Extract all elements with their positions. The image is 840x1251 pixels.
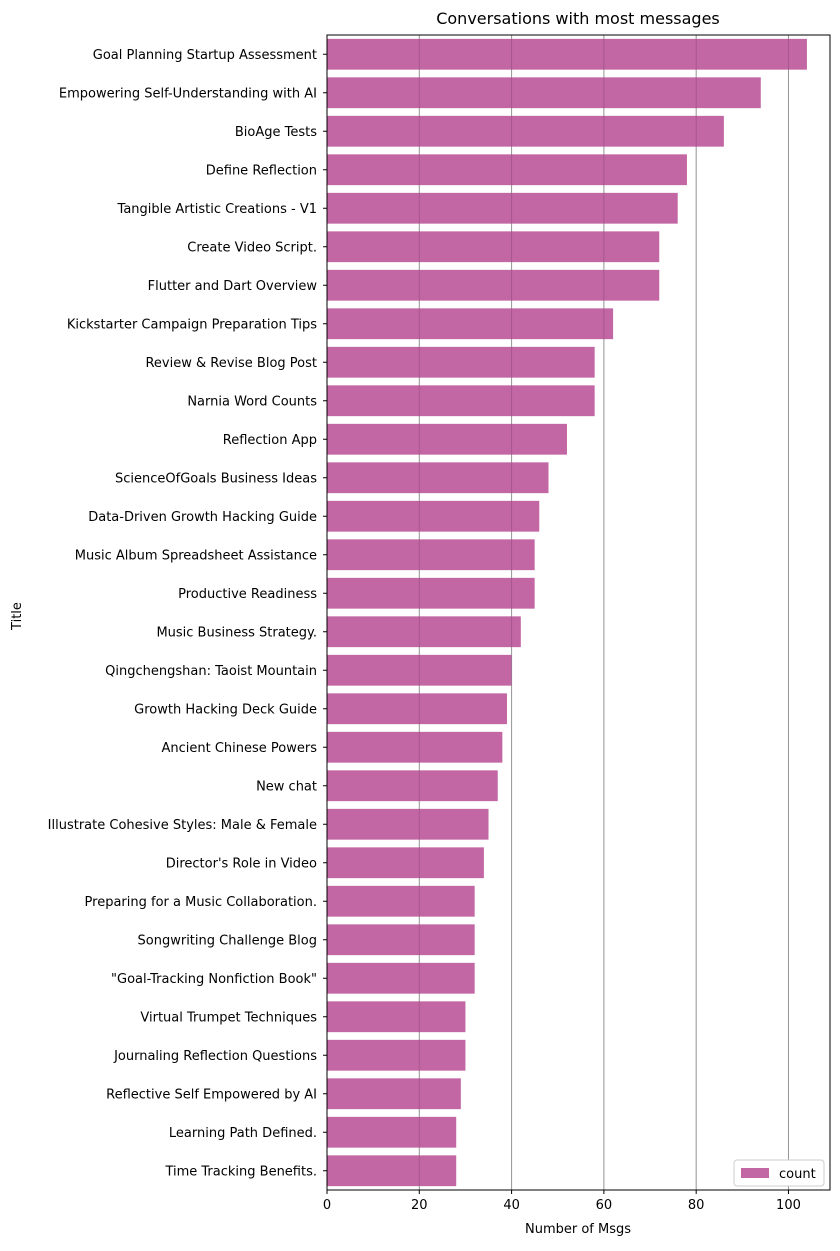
category-label: Virtual Trumpet Techniques (140, 1010, 317, 1025)
category-label: Create Video Script. (187, 240, 317, 255)
category-label: Productive Readiness (178, 587, 317, 602)
bar (327, 1078, 461, 1110)
category-label: New chat (256, 779, 317, 794)
bar (327, 1001, 466, 1033)
category-label: Ancient Chinese Powers (161, 741, 317, 756)
bar (327, 808, 489, 840)
bar (327, 269, 660, 301)
x-axis-ticks: 0 20 40 60 80 100 (323, 1190, 801, 1213)
bar (327, 847, 484, 879)
bar (327, 577, 535, 609)
category-label: "Goal-Tracking Nonfiction Book" (111, 972, 317, 987)
axes-border (326, 34, 831, 1191)
bar (327, 462, 549, 494)
bar (327, 962, 475, 994)
bar (327, 38, 807, 70)
grid-layer (418, 35, 789, 1190)
category-label: Goal Planning Startup Assessment (93, 48, 317, 63)
x-tick-label: 100 (776, 1198, 801, 1213)
bar (327, 770, 498, 802)
bar (327, 654, 512, 686)
bar (327, 1039, 466, 1071)
category-label: Empowering Self-Understanding with AI (59, 86, 317, 101)
bar (327, 500, 540, 532)
bar (327, 731, 503, 763)
category-label: ScienceOfGoals Business Ideas (115, 471, 317, 486)
category-label: Tangible Artistic Creations - V1 (117, 202, 317, 217)
bar (327, 616, 521, 648)
bar (327, 693, 507, 725)
y-axis-title: Title (10, 602, 25, 631)
category-label: Growth Hacking Deck Guide (134, 702, 317, 717)
category-label: Narnia Word Counts (187, 394, 317, 409)
category-label: Music Album Spreadsheet Assistance (75, 548, 317, 563)
legend-frame (733, 1159, 825, 1187)
bar (327, 1116, 457, 1148)
category-label: Learning Path Defined. (169, 1126, 317, 1141)
x-tick-label: 80 (688, 1198, 705, 1213)
bar (327, 924, 475, 956)
category-label: Kickstarter Campaign Preparation Tips (67, 317, 317, 332)
category-label: Illustrate Cohesive Styles: Male & Femal… (48, 818, 317, 833)
x-tick-label: 20 (411, 1198, 428, 1213)
bar (327, 192, 678, 224)
category-label: Flutter and Dart Overview (148, 279, 318, 294)
bar (327, 539, 535, 571)
category-label: Define Reflection (206, 163, 317, 178)
legend: count (733, 1159, 825, 1187)
category-labels: Goal Planning Startup Assessment Empoweri… (48, 48, 327, 1179)
x-tick-label: 40 (503, 1198, 520, 1213)
bar (327, 885, 475, 917)
category-label: Music Business Strategy. (156, 625, 317, 640)
bar (327, 346, 595, 378)
category-label: Songwriting Challenge Blog (138, 933, 317, 948)
bar (327, 385, 595, 417)
legend-swatch (741, 1168, 769, 1178)
category-label: Data-Driven Growth Hacking Guide (88, 510, 317, 525)
x-tick-label: 60 (596, 1198, 613, 1213)
bar (327, 154, 687, 186)
legend-label: count (779, 1167, 816, 1182)
x-tick-label: 0 (323, 1198, 331, 1213)
category-label: Journaling Reflection Questions (113, 1049, 317, 1064)
category-label: Preparing for a Music Collaboration. (85, 895, 317, 910)
bars-layer (327, 38, 807, 1187)
category-label: Director's Role in Video (166, 856, 317, 871)
bar (327, 115, 724, 147)
bar (327, 423, 567, 455)
category-label: BioAge Tests (235, 125, 317, 140)
category-label: Reflection App (223, 433, 317, 448)
bar (327, 77, 761, 109)
bar (327, 231, 660, 263)
category-label: Qingchengshan: Taoist Mountain (105, 664, 317, 679)
bar (327, 308, 614, 340)
chart-title: Conversations with most messages (436, 9, 720, 28)
category-label: Reflective Self Empowered by AI (106, 1087, 317, 1102)
category-label: Review & Revise Blog Post (145, 356, 317, 371)
bar (327, 1155, 457, 1187)
category-label: Time Tracking Benefits. (164, 1164, 317, 1179)
axes-frame (326, 34, 831, 1191)
x-axis-title: Number of Msgs (525, 1222, 631, 1237)
